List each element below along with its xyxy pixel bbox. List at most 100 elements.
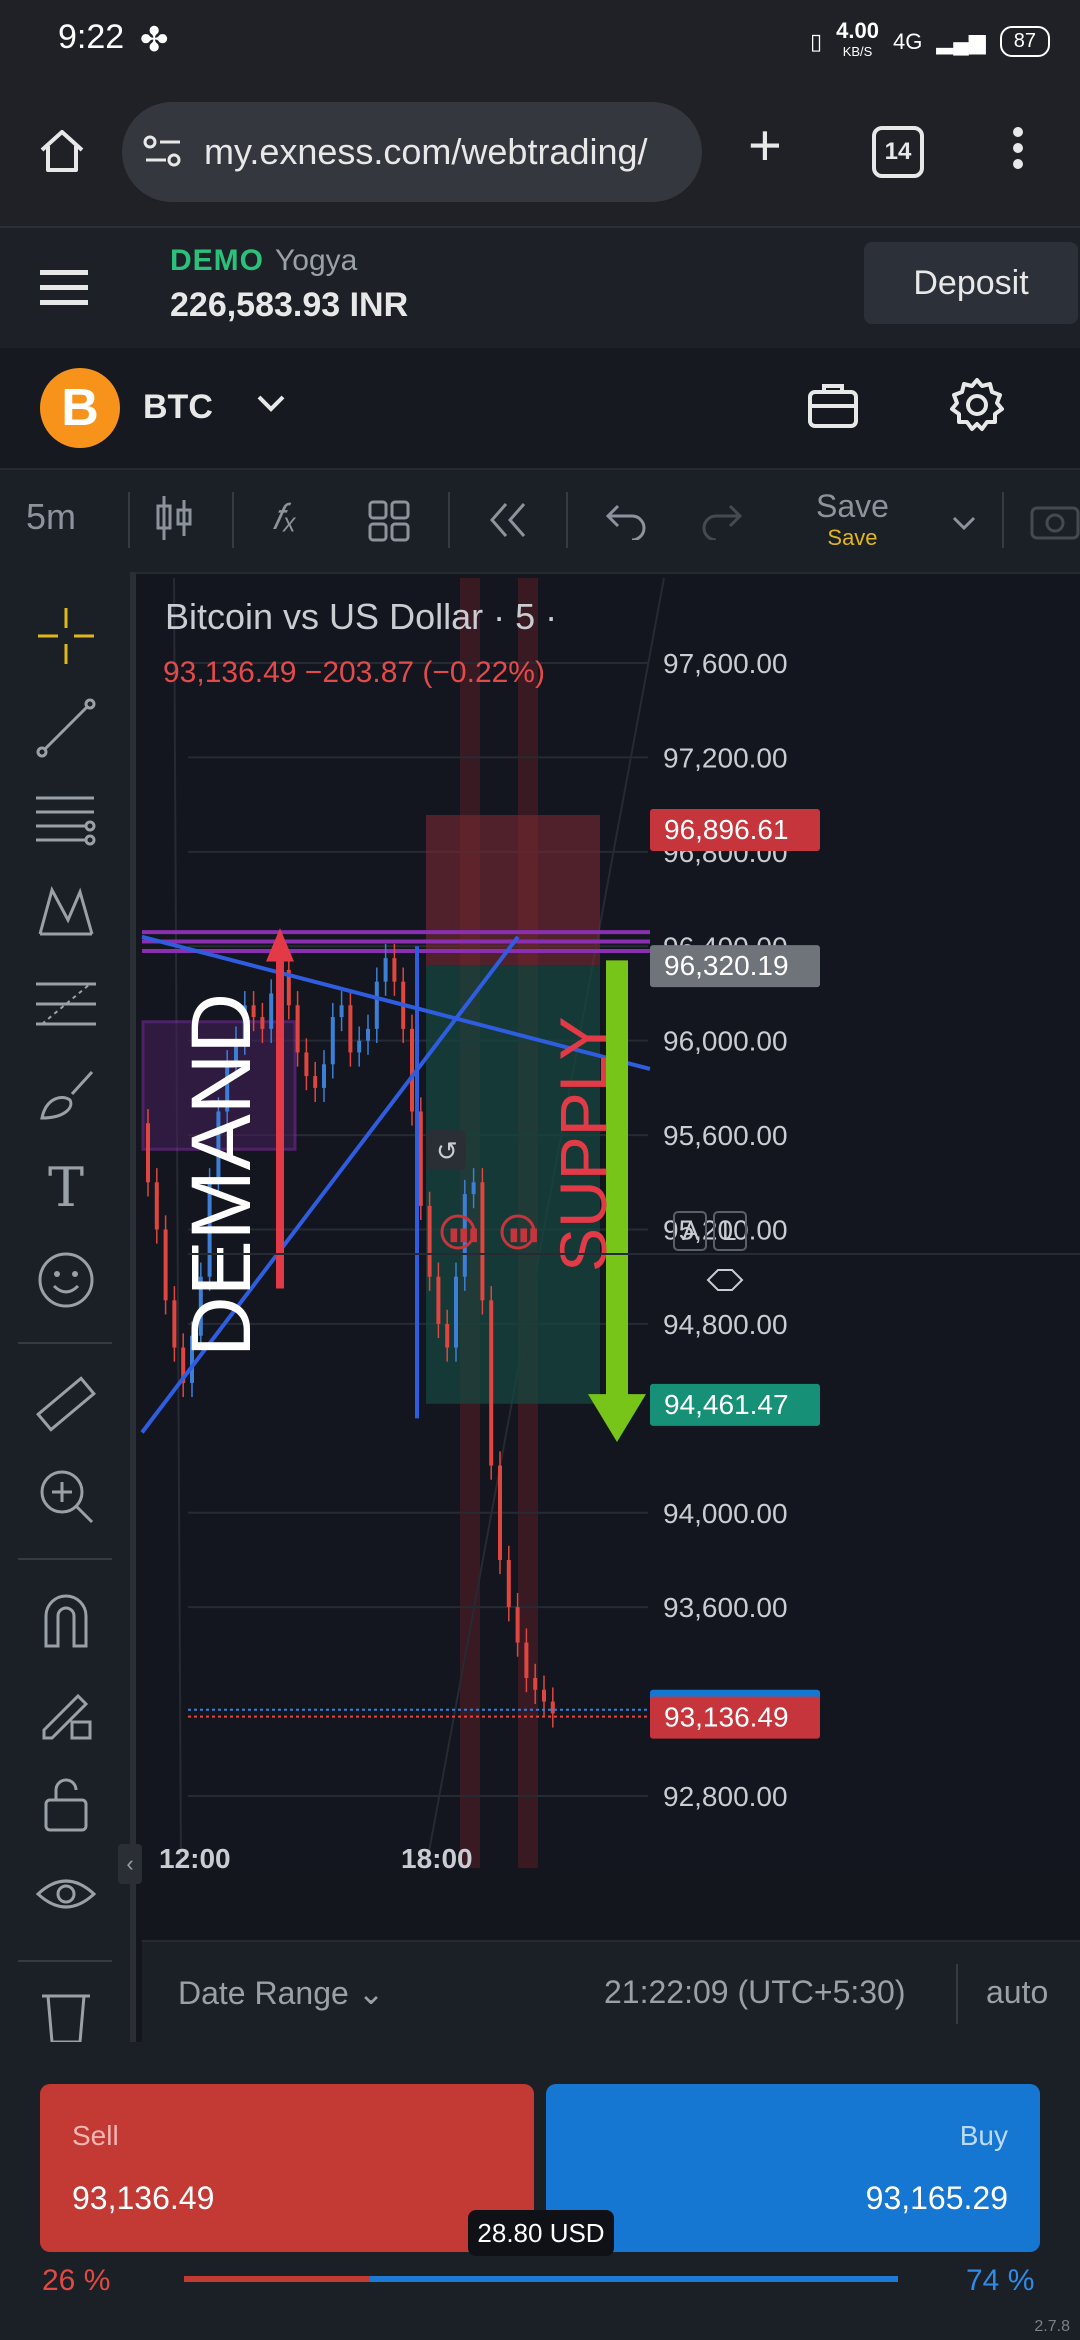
spread-badge: 28.80 USD xyxy=(468,2210,614,2256)
up-arrow-head xyxy=(266,928,294,962)
eye-icon[interactable] xyxy=(34,1864,98,1928)
brush-icon[interactable] xyxy=(34,1064,98,1128)
ruler-icon[interactable] xyxy=(34,1372,98,1436)
unlock-icon[interactable] xyxy=(34,1772,98,1836)
home-icon[interactable] xyxy=(38,128,86,179)
chevron-down-icon[interactable] xyxy=(254,386,288,425)
candle xyxy=(339,1005,344,1018)
save-menu-chevron-icon[interactable] xyxy=(950,504,978,546)
symbol-name[interactable]: BTC xyxy=(143,388,213,426)
candle xyxy=(366,1028,370,1041)
candle xyxy=(427,1205,432,1277)
candle xyxy=(322,1064,326,1088)
candle xyxy=(454,1276,458,1348)
vibrate-icon: ▯ xyxy=(810,28,823,54)
scale-button-L[interactable] xyxy=(713,1211,747,1251)
candle xyxy=(190,1335,194,1383)
indicators-icon[interactable]: 𝑓ₓ xyxy=(272,496,297,537)
briefcase-icon[interactable] xyxy=(806,378,860,437)
candle xyxy=(524,1642,529,1678)
url-text: my.exness.com/webtrading/ xyxy=(204,131,648,172)
price-tick-label: 96,000.00 xyxy=(663,1026,788,1057)
candle xyxy=(181,1347,186,1383)
network-speed: 4.00 KB/S xyxy=(836,18,879,60)
sell-price: 93,136.49 xyxy=(72,2180,215,2216)
text-tool-icon[interactable]: T xyxy=(47,1156,85,1219)
redo-icon xyxy=(700,500,744,549)
fan-icon: ✤ xyxy=(140,21,169,59)
price-tick-label: 93,600.00 xyxy=(663,1592,788,1623)
site-settings-icon[interactable] xyxy=(142,134,184,170)
supply-annotation: SUPPLY xyxy=(546,1016,620,1272)
fib-tool-icon[interactable] xyxy=(34,972,98,1036)
sentiment-bar xyxy=(184,2276,898,2282)
camera-icon[interactable] xyxy=(1030,500,1080,549)
bid-price-tag-bg xyxy=(650,1696,820,1739)
price-chart[interactable]: DEMAND SUPPLY97,600.0097,200.0096,800.009… xyxy=(140,577,1080,1938)
app-version: 2.7.8 xyxy=(1034,2318,1070,2335)
stop-price-tag-bg xyxy=(650,809,820,852)
auto-scale-toggle[interactable]: auto xyxy=(986,1974,1049,2010)
undo-icon[interactable] xyxy=(604,500,648,549)
browser-menu-icon[interactable] xyxy=(1010,124,1026,177)
account-balance[interactable]: 226,583.93 INR xyxy=(170,286,409,324)
candle xyxy=(533,1677,538,1690)
buy-button[interactable]: Buy 93,165.29 xyxy=(546,2084,1040,2252)
time-tick-label: 18:00 xyxy=(401,1843,473,1874)
menu-icon[interactable] xyxy=(40,268,88,313)
chart-settings-hex-icon xyxy=(706,1269,744,1291)
drawing-tools-panel: T ‹ xyxy=(0,572,142,2044)
candle xyxy=(498,1465,502,1560)
chart-clock[interactable]: 21:22:09 (UTC+5:30) xyxy=(604,1974,906,2010)
candle xyxy=(348,1005,353,1053)
price-tick-label: 92,800.00 xyxy=(663,1781,788,1812)
account-mode-badge: DEMO xyxy=(170,244,264,277)
collapse-panel-chevron-icon[interactable]: ‹ xyxy=(118,1844,142,1884)
trend-line-icon[interactable] xyxy=(34,696,98,760)
buy-sentiment-percent: 74 % xyxy=(966,2264,1035,2297)
sell-sentiment-percent: 26 % xyxy=(42,2264,111,2297)
address-bar[interactable]: my.exness.com/webtrading/ xyxy=(122,102,702,202)
save-label: Save xyxy=(816,488,889,524)
tab-switcher-button[interactable]: 14 xyxy=(872,126,924,178)
price-tick-label: 95,200.00 xyxy=(663,1215,788,1246)
browser-toolbar: my.exness.com/webtrading/ + 14 xyxy=(0,90,1080,226)
candle xyxy=(383,958,388,982)
trash-icon[interactable] xyxy=(34,1986,98,2050)
candle xyxy=(146,1123,150,1183)
pattern-tool-icon[interactable] xyxy=(34,880,98,944)
scale-button-A[interactable] xyxy=(673,1211,707,1251)
horizontal-lines-icon[interactable] xyxy=(34,788,98,852)
candle xyxy=(550,1701,555,1714)
deposit-button[interactable]: Deposit xyxy=(864,242,1078,324)
gear-icon[interactable] xyxy=(948,376,1006,439)
scale-button-label: A xyxy=(682,1216,700,1246)
signal-icon: ▂▄▆ xyxy=(936,28,986,54)
reset-view-button[interactable] xyxy=(426,1130,466,1170)
account-name: Yogya xyxy=(275,244,358,277)
candle xyxy=(225,1064,230,1112)
zoom-in-icon[interactable] xyxy=(34,1464,98,1528)
candle xyxy=(418,1111,423,1206)
emoji-icon[interactable] xyxy=(34,1248,98,1312)
entry-price-tag: 96,320.19 xyxy=(664,950,789,981)
crosshair-icon[interactable] xyxy=(34,604,98,668)
candle xyxy=(542,1689,546,1702)
candle xyxy=(480,1182,485,1301)
replay-icon[interactable] xyxy=(486,500,530,549)
candle xyxy=(234,1040,238,1065)
date-range-selector[interactable]: Date Range ⌄ xyxy=(178,1975,385,2011)
trendline xyxy=(140,935,520,1434)
chart-toolbar: 5m 𝑓ₓ Save Save xyxy=(0,468,1080,574)
lock-drawing-icon[interactable] xyxy=(34,1680,98,1744)
new-tab-button[interactable]: + xyxy=(748,113,782,178)
demand-annotation: DEMAND xyxy=(174,993,268,1357)
sell-button[interactable]: Sell 93,136.49 xyxy=(40,2084,534,2252)
save-button[interactable]: Save Save xyxy=(816,488,889,551)
layout-grid-icon[interactable] xyxy=(368,500,410,551)
candlestick-icon[interactable] xyxy=(152,492,196,553)
reset-icon: ↺ xyxy=(436,1136,458,1166)
magnet-icon[interactable] xyxy=(34,1588,98,1652)
candle xyxy=(154,1182,159,1230)
timeframe-selector[interactable]: 5m xyxy=(26,496,77,537)
